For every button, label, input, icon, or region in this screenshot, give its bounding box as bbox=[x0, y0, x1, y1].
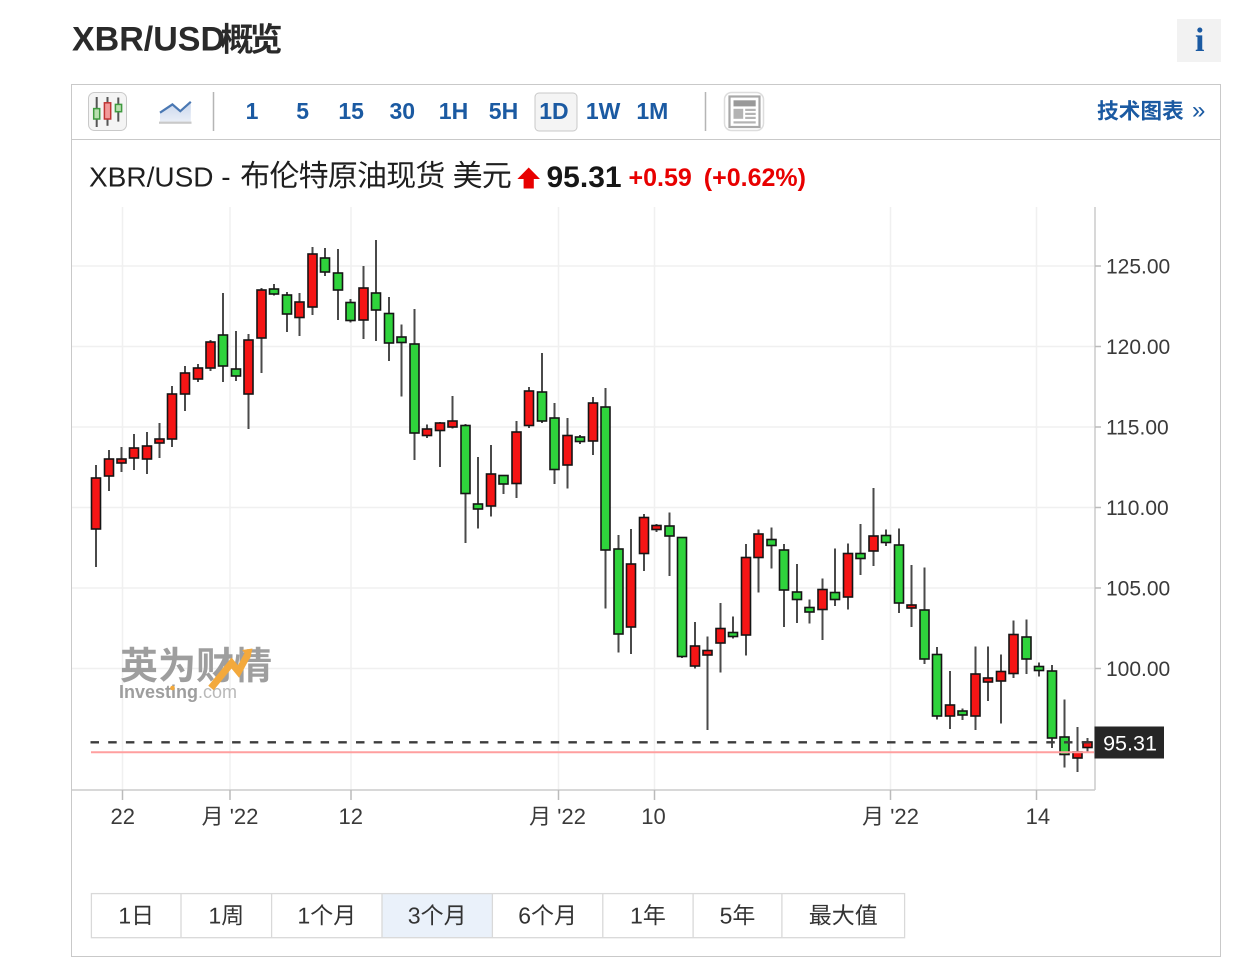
svg-text:XBR/USD: XBR/USD bbox=[72, 21, 225, 59]
svg-text:1H: 1H bbox=[439, 98, 468, 124]
svg-text:15: 15 bbox=[338, 98, 364, 124]
svg-text:115.00: 115.00 bbox=[1106, 417, 1169, 440]
svg-text:1D: 1D bbox=[539, 98, 568, 124]
svg-text:i: i bbox=[1195, 22, 1204, 59]
svg-text:22: 22 bbox=[110, 804, 134, 829]
svg-text:»: » bbox=[1192, 97, 1205, 124]
svg-text:(+0.62%): (+0.62%) bbox=[704, 164, 806, 192]
svg-text:30: 30 bbox=[390, 98, 416, 124]
svg-text:12: 12 bbox=[339, 804, 363, 829]
svg-text:14: 14 bbox=[1026, 804, 1050, 829]
svg-text:5H: 5H bbox=[489, 98, 518, 124]
svg-text:125.00: 125.00 bbox=[1106, 256, 1170, 279]
svg-text:10: 10 bbox=[641, 804, 665, 829]
svg-text:XBR/USD -: XBR/USD - bbox=[89, 161, 231, 192]
svg-text:95.31: 95.31 bbox=[547, 161, 622, 194]
svg-text:110.00: 110.00 bbox=[1106, 497, 1169, 520]
svg-text:5: 5 bbox=[296, 98, 309, 124]
svg-text:100.00: 100.00 bbox=[1106, 658, 1170, 681]
svg-text:95.31: 95.31 bbox=[1103, 732, 1157, 756]
svg-text:Investing.com: Investing.com bbox=[119, 682, 237, 702]
svg-text:1M: 1M bbox=[636, 98, 668, 124]
svg-text:+0.59: +0.59 bbox=[629, 164, 692, 192]
svg-text:105.00: 105.00 bbox=[1106, 578, 1170, 601]
svg-text:120.00: 120.00 bbox=[1106, 336, 1170, 359]
svg-text:1: 1 bbox=[246, 98, 259, 124]
svg-text:1W: 1W bbox=[586, 98, 621, 124]
